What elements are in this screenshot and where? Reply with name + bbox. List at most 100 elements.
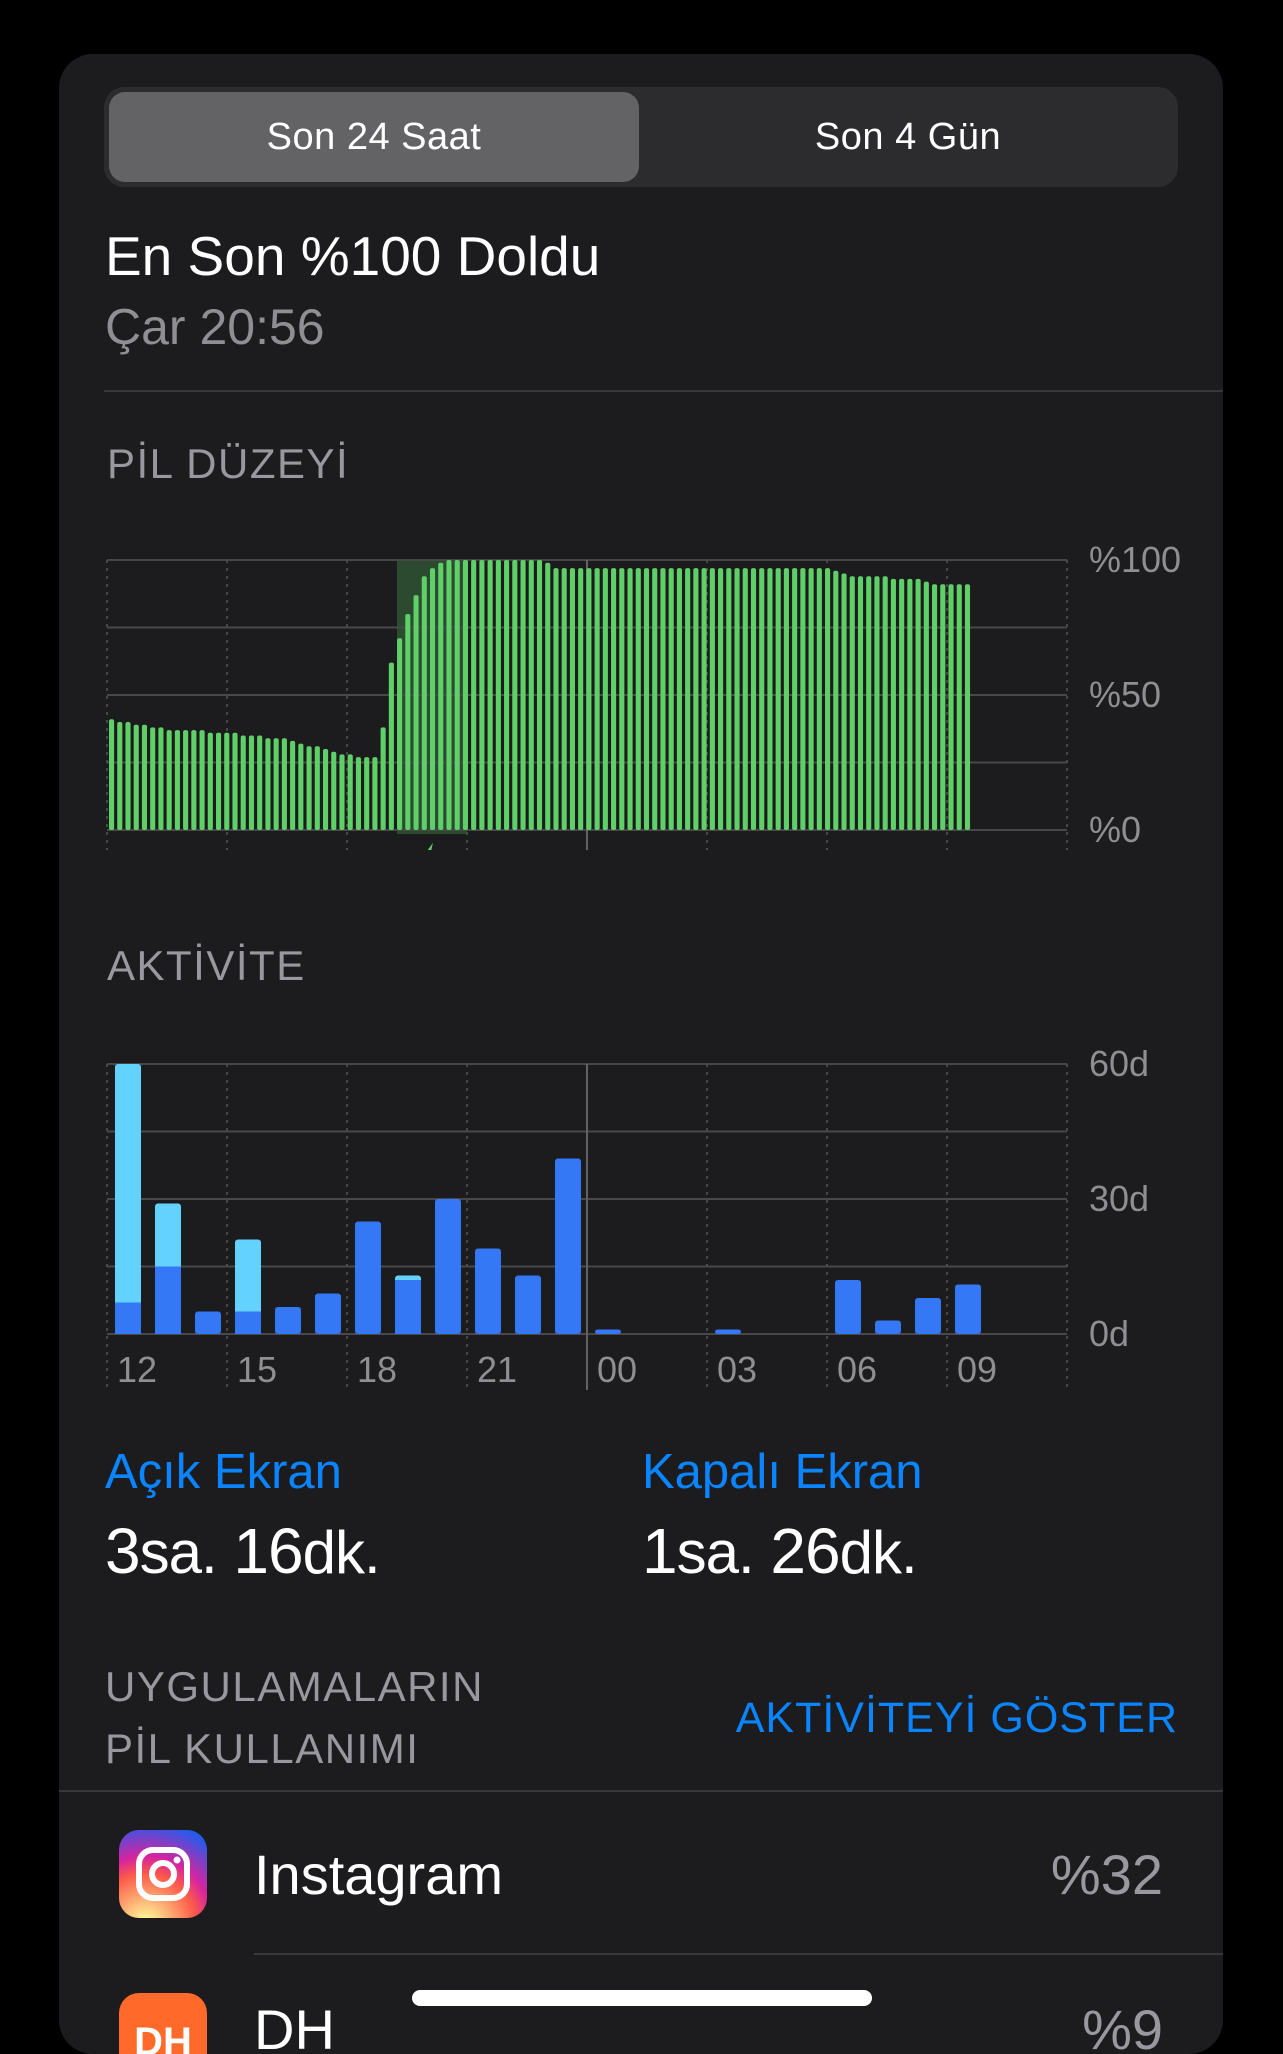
battery-bar bbox=[207, 732, 213, 830]
battery-bar bbox=[808, 568, 814, 830]
screen-on-value: 3sa. 16dk. bbox=[105, 1514, 381, 1588]
last-charge-time: Çar 20:56 bbox=[105, 299, 325, 355]
screen-on-bar bbox=[835, 1280, 861, 1334]
home-indicator[interactable] bbox=[412, 1990, 872, 2006]
screen-on-label: Açık Ekran bbox=[105, 1445, 342, 1499]
y-tick-label: %50 bbox=[1089, 674, 1161, 715]
battery-bar bbox=[553, 568, 559, 830]
battery-bar bbox=[528, 560, 534, 830]
battery-bar bbox=[940, 584, 946, 830]
battery-bar bbox=[495, 560, 501, 830]
battery-bar bbox=[792, 568, 798, 830]
battery-bar bbox=[166, 730, 172, 830]
battery-bar bbox=[907, 578, 913, 830]
x-tick-label: 03 bbox=[717, 1349, 757, 1390]
battery-bar bbox=[709, 568, 715, 830]
battery-bar bbox=[421, 576, 427, 830]
battery-bar bbox=[215, 732, 222, 830]
battery-bar bbox=[109, 719, 115, 830]
show-activity-button[interactable]: AKTİVİTEYİ GÖSTER bbox=[735, 1694, 1178, 1742]
battery-bar bbox=[125, 722, 131, 830]
svg-text:DH: DH bbox=[134, 2020, 192, 2054]
battery-bar bbox=[520, 560, 526, 830]
screen-on-bar bbox=[355, 1221, 381, 1334]
battery-bar bbox=[322, 749, 329, 830]
charging-bolt-icon bbox=[424, 835, 438, 850]
battery-bar bbox=[191, 730, 197, 830]
dh-icon: DH bbox=[119, 1993, 207, 2054]
screen-on-bar bbox=[555, 1158, 581, 1334]
app-row-instagram[interactable]: Instagram %32 bbox=[59, 1792, 1223, 1952]
screen-on-bar bbox=[115, 1302, 141, 1334]
activity-label: AKTİVİTE bbox=[107, 942, 306, 989]
battery-bar bbox=[141, 724, 148, 830]
time-range-segmented-control[interactable]: Son 24 Saat Son 4 Gün bbox=[104, 87, 1178, 187]
segment-last-4-days[interactable]: Son 4 Gün bbox=[814, 115, 1002, 158]
screen-off-bar bbox=[235, 1239, 261, 1316]
battery-bar bbox=[364, 757, 370, 830]
screen-off-hours: 1 bbox=[642, 1515, 678, 1587]
battery-bar bbox=[232, 732, 238, 830]
last-charge-title: En Son %100 Doldu bbox=[105, 225, 601, 287]
battery-bar bbox=[545, 562, 551, 830]
battery-bar bbox=[240, 735, 246, 830]
x-tick-label: 21 bbox=[477, 1349, 517, 1390]
screen-on-bar bbox=[195, 1311, 221, 1334]
x-tick-label: 06 bbox=[837, 1349, 877, 1390]
battery-bar bbox=[265, 738, 271, 830]
battery-bar bbox=[841, 573, 847, 830]
y-tick-label: %0 bbox=[1089, 809, 1141, 850]
battery-bar bbox=[759, 568, 765, 830]
battery-bar bbox=[117, 722, 123, 830]
x-tick-label: 12 bbox=[117, 1349, 157, 1390]
battery-bar bbox=[536, 560, 543, 830]
battery-bar bbox=[676, 568, 682, 830]
screen-on-bar bbox=[315, 1293, 341, 1334]
battery-bar bbox=[882, 576, 888, 830]
x-tick-label: 09 bbox=[957, 1349, 997, 1390]
x-tick-label: 15 bbox=[237, 1349, 277, 1390]
screen-on-hours-unit: sa. bbox=[139, 1519, 218, 1586]
app-battery-usage-label-line1: UYGULAMALARIN bbox=[105, 1663, 484, 1710]
battery-bar bbox=[825, 568, 831, 830]
battery-bar bbox=[347, 754, 353, 830]
battery-bar bbox=[413, 595, 419, 830]
battery-bar bbox=[446, 560, 452, 830]
battery-bar bbox=[734, 568, 740, 830]
battery-bar bbox=[948, 584, 954, 830]
battery-bar bbox=[899, 578, 905, 830]
activity-chart[interactable]: 60d30d0d121518210003060924 May25 May bbox=[59, 990, 1223, 1390]
battery-bar bbox=[405, 614, 411, 830]
screen-off-label: Kapalı Ekran bbox=[642, 1445, 923, 1499]
segment-last-24-hours[interactable]: Son 24 Saat bbox=[109, 92, 639, 182]
battery-bar bbox=[298, 743, 304, 830]
battery-bar bbox=[932, 584, 938, 830]
battery-bar bbox=[314, 746, 320, 830]
battery-bar bbox=[397, 638, 403, 830]
divider bbox=[104, 390, 1223, 392]
battery-bar bbox=[133, 724, 139, 830]
battery-bar bbox=[742, 568, 748, 830]
divider bbox=[59, 1790, 1223, 1792]
screen-on-bar bbox=[275, 1307, 301, 1334]
battery-bar bbox=[915, 578, 921, 830]
screen-on-hours: 3 bbox=[105, 1515, 141, 1587]
battery-level-chart[interactable]: %100%50%01215182100030609 bbox=[59, 490, 1223, 850]
app-percent: %9 bbox=[1082, 1998, 1163, 2054]
battery-bar bbox=[833, 570, 839, 830]
battery-bar bbox=[561, 568, 567, 830]
screen-on-bar bbox=[915, 1298, 941, 1334]
battery-bar bbox=[586, 568, 592, 830]
app-percent: %32 bbox=[1050, 1843, 1163, 1906]
battery-bar bbox=[281, 738, 287, 830]
battery-bar bbox=[652, 568, 658, 830]
screen-off-hours-unit: sa. bbox=[676, 1519, 755, 1586]
battery-bar bbox=[660, 568, 666, 830]
battery-bar bbox=[767, 568, 773, 830]
battery-bar bbox=[643, 568, 650, 830]
battery-bar bbox=[174, 730, 180, 830]
battery-bar bbox=[750, 568, 757, 830]
screen-on-bar bbox=[155, 1266, 181, 1334]
battery-bar bbox=[471, 560, 477, 830]
screen-off-bar bbox=[115, 1064, 141, 1307]
